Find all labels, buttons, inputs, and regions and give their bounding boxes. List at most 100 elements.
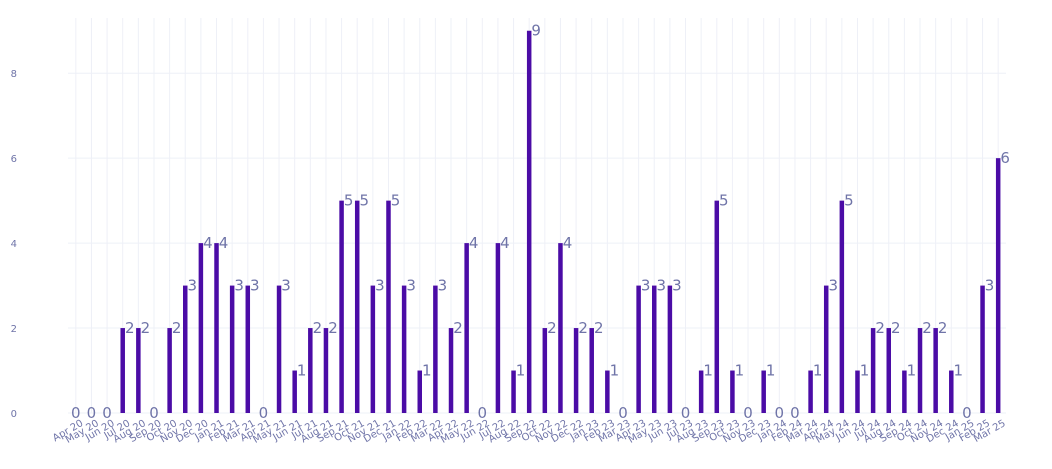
bar — [730, 370, 735, 413]
data-label: 1 — [813, 362, 823, 380]
data-label: 3 — [985, 277, 995, 295]
bar — [573, 328, 579, 413]
data-label: 1 — [610, 362, 620, 380]
data-label: 4 — [500, 234, 510, 252]
bar — [995, 158, 1001, 413]
data-label: 3 — [375, 277, 385, 295]
bar — [433, 285, 438, 413]
data-label: 2 — [547, 319, 557, 337]
data-label: 2 — [594, 319, 604, 337]
data-label: 0 — [478, 404, 488, 422]
data-label: 0 — [259, 404, 269, 422]
bar — [448, 328, 454, 413]
data-label: 0 — [71, 404, 81, 422]
bar — [917, 328, 923, 413]
data-label: 2 — [172, 319, 182, 337]
bar — [214, 243, 219, 413]
data-label: 0 — [618, 404, 628, 422]
data-label: 3 — [828, 277, 838, 295]
data-label: 6 — [1000, 149, 1010, 167]
bar — [198, 243, 204, 413]
bar — [870, 328, 876, 413]
bar — [370, 285, 376, 413]
data-label: 2 — [141, 319, 151, 337]
bar — [902, 370, 907, 413]
bar — [323, 328, 329, 413]
data-label: 5 — [844, 192, 854, 210]
data-label: 5 — [719, 192, 729, 210]
bar — [605, 370, 610, 413]
data-label: 3 — [188, 277, 198, 295]
data-label: 3 — [281, 277, 291, 295]
x-tick-label: Mar 25 — [972, 418, 1008, 445]
data-label: 2 — [891, 319, 901, 337]
bar — [229, 285, 235, 413]
bar — [667, 285, 673, 413]
bar — [120, 328, 125, 413]
bar — [698, 370, 704, 413]
data-label: 3 — [250, 277, 260, 295]
bar — [417, 370, 422, 413]
data-label: 1 — [297, 362, 307, 380]
bar — [855, 370, 860, 413]
data-label: 1 — [954, 362, 964, 380]
data-label: 3 — [438, 277, 448, 295]
data-label: 5 — [359, 192, 369, 210]
data-label: 2 — [938, 319, 948, 337]
data-label: 4 — [219, 234, 229, 252]
data-label: 2 — [578, 319, 588, 337]
data-label: 5 — [391, 192, 401, 210]
data-label: 0 — [743, 404, 753, 422]
data-label: 4 — [203, 234, 213, 252]
data-label: 3 — [234, 277, 244, 295]
data-label: 2 — [453, 319, 463, 337]
bar — [823, 285, 829, 413]
data-label: 1 — [766, 362, 776, 380]
data-label: 0 — [681, 404, 691, 422]
data-label: 0 — [962, 404, 972, 422]
data-label: 3 — [406, 277, 416, 295]
bar — [526, 30, 532, 413]
data-label: 0 — [790, 404, 800, 422]
data-label: 0 — [775, 404, 785, 422]
y-axis-ticks: 0 2 4 6 8 — [11, 69, 17, 420]
data-label: 3 — [672, 277, 682, 295]
bar — [714, 200, 720, 413]
data-label: 2 — [328, 319, 338, 337]
bar — [542, 328, 548, 413]
bar — [386, 200, 391, 413]
bar — [511, 370, 516, 413]
bar — [354, 200, 360, 413]
bar — [886, 328, 891, 413]
data-label: 4 — [563, 234, 573, 252]
data-label: 5 — [344, 192, 354, 210]
bar — [495, 243, 501, 413]
data-label: 3 — [641, 277, 651, 295]
bar — [276, 285, 282, 413]
bars — [120, 30, 1001, 413]
data-label: 0 — [102, 404, 112, 422]
bar — [808, 370, 813, 413]
bar — [308, 328, 313, 413]
y-tick-label: 6 — [11, 154, 17, 165]
bar — [558, 243, 563, 413]
bar — [136, 328, 141, 413]
data-label: 2 — [125, 319, 135, 337]
grid-layer — [68, 18, 1006, 414]
bar — [464, 243, 469, 413]
bar — [589, 328, 594, 413]
y-tick-label: 8 — [11, 69, 17, 80]
data-label: 2 — [875, 319, 885, 337]
y-tick-label: 4 — [11, 239, 17, 250]
bar — [839, 200, 845, 413]
data-label: 9 — [531, 22, 541, 40]
data-label: 3 — [657, 277, 667, 295]
data-label: 2 — [922, 319, 932, 337]
bar — [980, 285, 985, 413]
bar — [933, 328, 938, 413]
data-label: 0 — [149, 404, 159, 422]
bar — [652, 285, 657, 413]
